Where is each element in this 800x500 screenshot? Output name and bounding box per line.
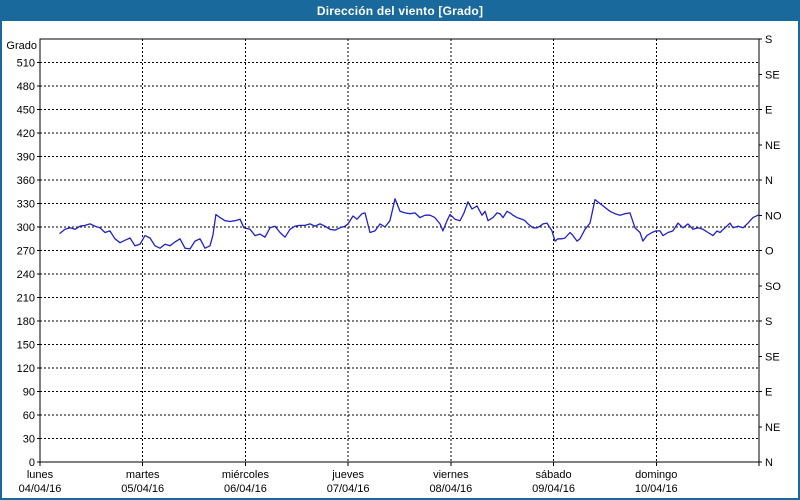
compass-label: E <box>765 387 772 399</box>
compass-label: N <box>765 457 773 469</box>
compass-label: SE <box>765 351 780 363</box>
compass-label: NE <box>765 140 780 152</box>
wind-direction-chart: 0 30 60 90 120 150 180 210 240 270 300 330 360 390 420… <box>6 34 782 495</box>
y-axis-label: 300 <box>17 222 35 234</box>
y-axis-label: 90 <box>23 387 35 399</box>
y-axis-label: 330 <box>17 199 35 211</box>
day-label: miércoles <box>222 469 270 481</box>
day-label: martes <box>126 469 160 481</box>
y-axis-label: 210 <box>17 293 35 305</box>
x-axis: lunes 04/04/16 martes 05/04/16 miércoles 06/0… <box>19 469 678 495</box>
day-label: sábado <box>536 469 572 481</box>
y-axis-label: 450 <box>17 105 35 117</box>
date-label: 04/04/16 <box>19 483 62 495</box>
compass-label: NO <box>765 210 782 222</box>
compass-label: S <box>765 316 772 328</box>
date-label: 05/04/16 <box>121 483 164 495</box>
compass-label: S <box>765 34 772 46</box>
y-axis-label: 360 <box>17 175 35 187</box>
compass-label: NE <box>765 422 780 434</box>
compass-label: SO <box>765 281 781 293</box>
compass-label: N <box>765 175 773 187</box>
y-axis-label: 240 <box>17 269 35 281</box>
date-label: 10/04/16 <box>635 483 678 495</box>
day-label: lunes <box>27 469 54 481</box>
y-axis-label: 150 <box>17 340 35 352</box>
day-label: jueves <box>331 469 364 481</box>
y-axis-label: 420 <box>17 128 35 140</box>
y-axis-left: 0 30 60 90 120 150 180 210 240 270 300 330 360 390 420… <box>6 40 37 469</box>
window-title: Dirección del viento [Grado] <box>2 2 798 21</box>
wind-line <box>59 198 759 250</box>
day-label: domingo <box>635 469 677 481</box>
y-axis-label: 120 <box>17 363 35 375</box>
y-axis-label: 30 <box>23 434 35 446</box>
date-label: 08/04/16 <box>429 483 472 495</box>
compass-label: E <box>765 105 772 117</box>
y-axis-label: 270 <box>17 246 35 258</box>
date-label: 09/04/16 <box>532 483 575 495</box>
y-axis-label: 180 <box>17 316 35 328</box>
y-axis-title: Grado <box>6 40 37 52</box>
day-label: viernes <box>433 469 469 481</box>
date-label: 06/04/16 <box>224 483 267 495</box>
y-axis-right: S SE E NE N NO O SO S SE E NE N <box>765 34 782 469</box>
gridlines <box>40 39 759 462</box>
y-axis-label: 390 <box>17 152 35 164</box>
date-label: 07/04/16 <box>327 483 370 495</box>
y-axis-label: 480 <box>17 81 35 93</box>
y-axis-label: 60 <box>23 410 35 422</box>
chart-area: 0 30 60 90 120 150 180 210 240 270 300 330 360 390 420… <box>2 21 798 498</box>
plot-border <box>39 38 760 463</box>
compass-label: SE <box>765 69 780 81</box>
y-axis-label: 0 <box>29 457 35 469</box>
compass-label: O <box>765 246 774 258</box>
y-axis-label: 510 <box>17 58 35 70</box>
axis-ticks <box>37 38 762 466</box>
